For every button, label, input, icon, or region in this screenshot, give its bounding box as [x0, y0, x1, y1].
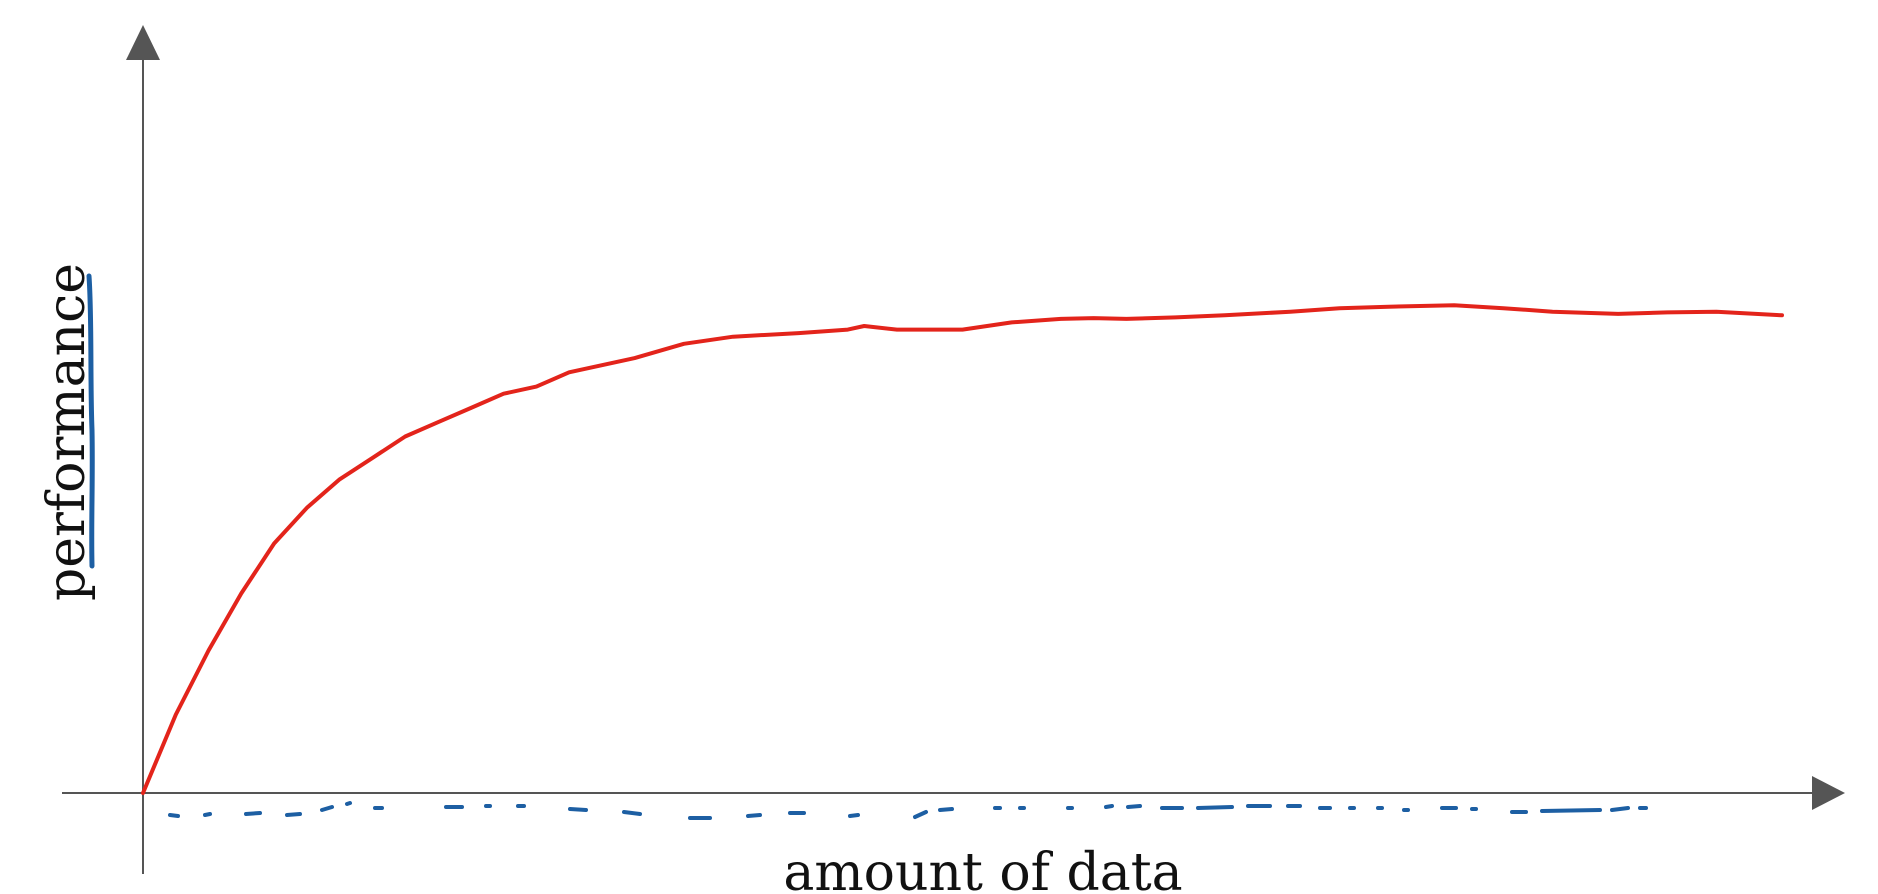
x-axis-pen-dash: [938, 807, 954, 812]
y-axis-arrow-icon: [126, 25, 160, 60]
x-axis-pen-dash: [913, 810, 928, 819]
ylabel-pen-underline: [86, 273, 95, 569]
x-axis-pen-dash: [568, 807, 588, 812]
series-layer: [141, 303, 1784, 795]
x-axis-pen-dash: [1126, 804, 1142, 809]
pen-annotations: [86, 273, 1648, 820]
x-axis-pen-dash: [1196, 805, 1234, 810]
x-axis-pen-dash: [168, 813, 180, 818]
x-axis-pen-dash: [1610, 806, 1630, 812]
series-line-0: [141, 303, 1784, 795]
y-axis-label: performance: [37, 263, 97, 601]
x-axis-pen-dash: [244, 811, 262, 816]
x-axis-pen-dash: [622, 810, 642, 816]
x-axis-pen-dash: [1104, 804, 1114, 809]
x-axis-arrow-icon: [1812, 776, 1845, 810]
x-axis-pen-dash: [203, 812, 212, 817]
x-axis-pen-dash: [848, 813, 860, 818]
x-axis-pen-dash: [746, 813, 762, 818]
x-axis-label: amount of data: [783, 843, 1182, 894]
x-axis-pen-dash: [345, 801, 352, 806]
x-axis-pen-dash: [320, 805, 334, 812]
x-axis-pen-dash: [1540, 808, 1602, 813]
x-axis-pen-dash: [285, 812, 302, 817]
